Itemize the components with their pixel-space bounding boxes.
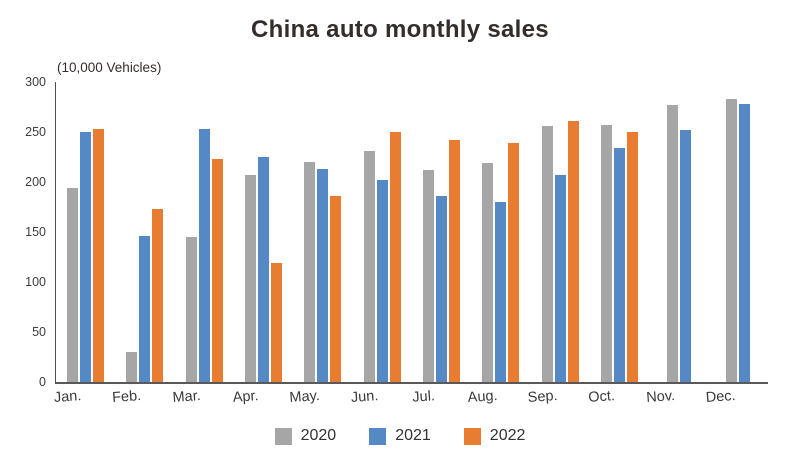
y-tick-label: 100 bbox=[25, 275, 46, 289]
x-tick-label: Dec. bbox=[704, 387, 736, 407]
bar bbox=[126, 352, 138, 382]
legend-swatch bbox=[463, 427, 481, 445]
x-tick-label: Sep. bbox=[526, 387, 558, 407]
bar bbox=[304, 162, 316, 382]
bar bbox=[614, 148, 626, 382]
legend: 2020 2021 2022 bbox=[0, 427, 800, 445]
bar bbox=[679, 130, 691, 382]
bar-group bbox=[353, 82, 412, 382]
legend-entry: 2022 bbox=[463, 427, 526, 445]
bar-group bbox=[709, 82, 768, 382]
bar bbox=[363, 151, 375, 382]
y-tick-label: 300 bbox=[25, 75, 46, 89]
x-tick-label: Jul. bbox=[411, 388, 436, 406]
bar bbox=[93, 129, 105, 382]
x-tick-label: Apr. bbox=[232, 388, 260, 406]
bar-group bbox=[56, 82, 115, 382]
bar bbox=[508, 143, 520, 382]
bar bbox=[139, 236, 151, 382]
bar bbox=[726, 99, 738, 382]
legend-label: 2020 bbox=[300, 427, 337, 444]
legend-entry: 2020 bbox=[274, 427, 337, 445]
legend-label: 2021 bbox=[395, 427, 431, 444]
bar-group bbox=[115, 82, 174, 382]
bar bbox=[449, 140, 461, 382]
bar bbox=[436, 196, 448, 382]
bar bbox=[185, 237, 197, 382]
y-tick-label: 200 bbox=[25, 175, 46, 189]
y-tick-label: 0 bbox=[39, 375, 46, 389]
bar bbox=[541, 126, 553, 382]
bar-group bbox=[649, 82, 708, 382]
bar bbox=[198, 129, 210, 382]
bar bbox=[67, 188, 79, 382]
bar bbox=[271, 263, 283, 382]
bar-group bbox=[293, 82, 352, 382]
y-tick-label: 150 bbox=[25, 225, 46, 239]
bar-group bbox=[471, 82, 530, 382]
bar bbox=[80, 132, 92, 382]
bar bbox=[152, 209, 164, 382]
x-tick-label: Mar. bbox=[171, 388, 201, 406]
bar bbox=[739, 104, 751, 382]
x-tick-label: Jan. bbox=[53, 388, 82, 406]
chart-title: China auto monthly sales bbox=[251, 16, 549, 43]
x-tick-label: Feb. bbox=[111, 388, 143, 406]
bar bbox=[330, 196, 342, 382]
bar bbox=[317, 169, 329, 382]
legend-label: 2022 bbox=[489, 427, 526, 444]
bar bbox=[211, 159, 223, 382]
x-tick-label: Aug. bbox=[467, 387, 499, 407]
x-tick-label: Nov. bbox=[646, 388, 676, 406]
bar bbox=[245, 175, 257, 382]
legend-entry: 2021 bbox=[369, 427, 431, 445]
bar-group bbox=[590, 82, 649, 382]
legend-swatch bbox=[369, 427, 387, 445]
bar bbox=[567, 121, 579, 382]
bar-group bbox=[234, 82, 293, 382]
bar bbox=[376, 180, 388, 382]
bar-group bbox=[531, 82, 590, 382]
bar-group bbox=[175, 82, 234, 382]
legend-swatch bbox=[274, 427, 292, 445]
x-tick-label: Oct. bbox=[587, 388, 616, 406]
bar bbox=[482, 163, 494, 382]
bar bbox=[423, 170, 435, 382]
bar bbox=[666, 105, 678, 382]
y-axis-unit-label: (10,000 Vehicles) bbox=[57, 60, 162, 75]
x-axis-labels: Jan. Feb. Mar. Apr. May. Jun. Jul. Aug. Sep. Oct.… bbox=[53, 387, 767, 407]
bar bbox=[389, 132, 401, 382]
bar bbox=[258, 157, 270, 382]
bar bbox=[495, 202, 507, 382]
bar bbox=[601, 125, 613, 382]
x-tick-label: May. bbox=[289, 387, 321, 407]
y-tick-label: 250 bbox=[25, 125, 46, 139]
bar bbox=[554, 175, 566, 382]
plot-area bbox=[55, 82, 768, 384]
y-tick-label: 50 bbox=[32, 325, 46, 339]
bar bbox=[627, 132, 639, 382]
bar-group bbox=[412, 82, 471, 382]
x-tick-label: Jun. bbox=[350, 388, 379, 406]
